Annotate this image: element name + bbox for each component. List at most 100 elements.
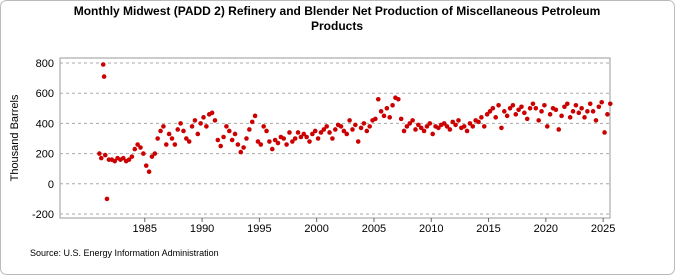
point — [353, 122, 358, 128]
point — [450, 119, 456, 125]
point — [261, 124, 266, 129]
point — [292, 136, 298, 141]
point — [373, 116, 378, 122]
point — [332, 127, 338, 132]
point — [321, 127, 327, 132]
point — [499, 125, 504, 131]
point — [281, 136, 287, 141]
point — [146, 169, 152, 175]
point — [553, 107, 559, 113]
point — [396, 96, 401, 102]
point — [516, 107, 521, 113]
point — [224, 124, 229, 129]
point — [315, 136, 321, 141]
point — [507, 106, 513, 111]
point — [479, 115, 484, 120]
point — [476, 119, 481, 125]
point — [547, 112, 553, 117]
point — [590, 109, 596, 114]
point — [542, 102, 547, 108]
point — [585, 109, 590, 114]
point — [324, 124, 329, 129]
point — [166, 131, 172, 137]
point — [215, 137, 221, 143]
point — [556, 127, 562, 132]
point — [605, 112, 610, 117]
point — [413, 127, 418, 132]
point — [132, 146, 138, 152]
point — [218, 143, 224, 149]
point — [573, 102, 579, 108]
point — [330, 136, 335, 141]
point — [510, 102, 516, 108]
point — [607, 101, 613, 107]
point — [312, 128, 318, 134]
chart-title-line2: Products — [311, 19, 363, 33]
point — [244, 136, 249, 141]
point — [513, 112, 519, 117]
x-tick-label: 2000 — [304, 223, 328, 235]
point — [387, 115, 393, 120]
point — [599, 99, 604, 105]
y-tick-label: 0 — [48, 179, 54, 191]
point — [192, 118, 198, 123]
point — [327, 130, 332, 135]
point — [158, 128, 163, 134]
point — [307, 139, 312, 144]
point — [267, 139, 272, 144]
point — [602, 130, 607, 135]
point — [195, 131, 201, 137]
point — [295, 130, 301, 135]
point — [201, 115, 206, 120]
point — [100, 62, 106, 67]
point — [453, 122, 458, 128]
point — [269, 146, 275, 152]
x-tick-label: 2005 — [362, 223, 386, 235]
point — [184, 136, 189, 141]
point — [338, 124, 344, 129]
point — [487, 109, 493, 114]
x-tick-label: 2025 — [591, 223, 615, 235]
point — [364, 128, 370, 134]
point — [161, 124, 166, 129]
point — [470, 124, 476, 129]
point — [347, 118, 352, 123]
point — [129, 154, 135, 159]
x-tick-label: 2020 — [534, 223, 558, 235]
point — [149, 154, 155, 159]
point — [350, 127, 355, 132]
point — [539, 109, 544, 114]
point — [104, 196, 110, 202]
point — [301, 131, 307, 137]
point — [381, 113, 387, 119]
x-tick-label: 2015 — [476, 223, 500, 235]
y-tick-label: 600 — [36, 88, 54, 100]
point — [530, 101, 536, 107]
point — [378, 109, 384, 114]
point — [533, 106, 539, 111]
point — [361, 121, 367, 126]
point — [310, 131, 315, 137]
point — [522, 110, 527, 116]
point — [235, 142, 241, 147]
point — [416, 122, 421, 128]
point — [101, 74, 107, 79]
point — [97, 151, 102, 156]
point — [441, 121, 447, 126]
point — [418, 125, 424, 131]
point — [126, 157, 132, 162]
point — [290, 139, 295, 144]
x-tick-label: 1990 — [190, 223, 214, 235]
point — [544, 124, 550, 129]
point — [186, 139, 192, 144]
point — [112, 158, 118, 164]
point — [226, 128, 232, 134]
point — [579, 106, 584, 111]
point — [484, 112, 490, 117]
point — [536, 118, 541, 123]
point — [181, 128, 186, 134]
y-tick-label: 800 — [36, 58, 54, 70]
point — [427, 121, 433, 126]
point — [490, 106, 496, 111]
